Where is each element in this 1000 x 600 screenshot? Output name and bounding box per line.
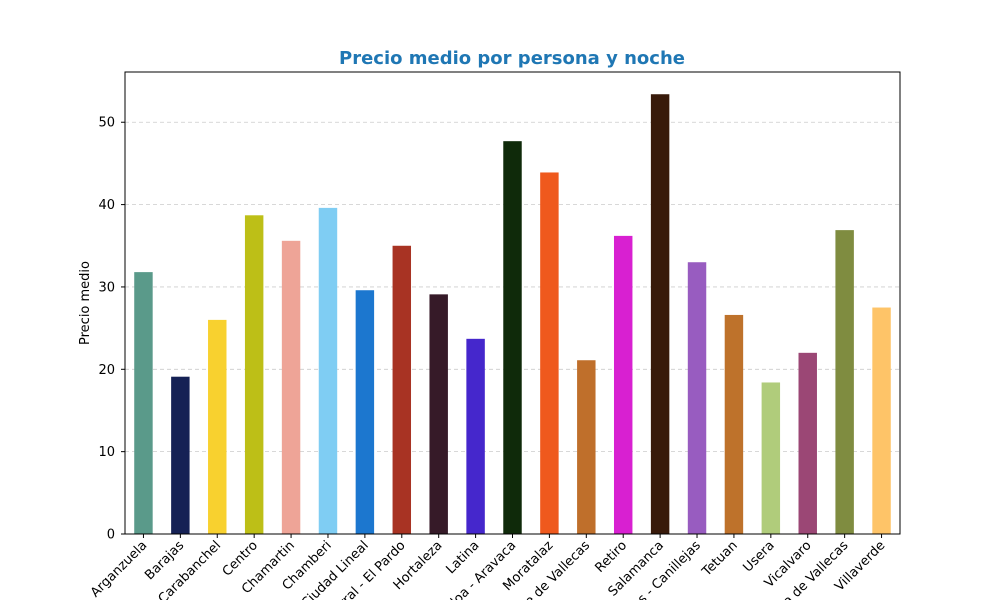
- bar: [503, 141, 522, 535]
- y-tick-label: 40: [98, 198, 115, 213]
- bar: [650, 94, 670, 534]
- bar: [761, 382, 781, 534]
- y-tick-label: 10: [98, 445, 115, 460]
- bar: [244, 215, 264, 534]
- bar: [318, 207, 338, 534]
- y-tick-label: 20: [98, 363, 115, 378]
- bar: [429, 294, 448, 534]
- bar: [540, 172, 559, 534]
- bar: [171, 376, 190, 534]
- bar: [872, 307, 891, 534]
- bar: [134, 272, 153, 534]
- plot-frame: [124, 71, 901, 535]
- bar: [355, 290, 375, 534]
- bar: [281, 240, 301, 534]
- x-tick-label: Arganzuela: [88, 538, 150, 600]
- bar: [798, 352, 817, 534]
- y-axis-label: Precio medio: [78, 261, 93, 345]
- bar: [687, 262, 707, 534]
- y-tick-label: 50: [98, 116, 115, 131]
- y-tick-label: 0: [107, 528, 115, 543]
- bar: [577, 360, 596, 534]
- chart-title: Precio medio por persona y noche: [339, 48, 685, 69]
- bar: [835, 230, 854, 534]
- x-tick-label: Tetuan: [699, 538, 741, 580]
- bar: [466, 338, 485, 534]
- y-tick-label: 30: [98, 280, 115, 295]
- bar: [392, 245, 412, 534]
- bar: [613, 235, 633, 534]
- bar: [208, 319, 227, 534]
- bar: [724, 314, 744, 534]
